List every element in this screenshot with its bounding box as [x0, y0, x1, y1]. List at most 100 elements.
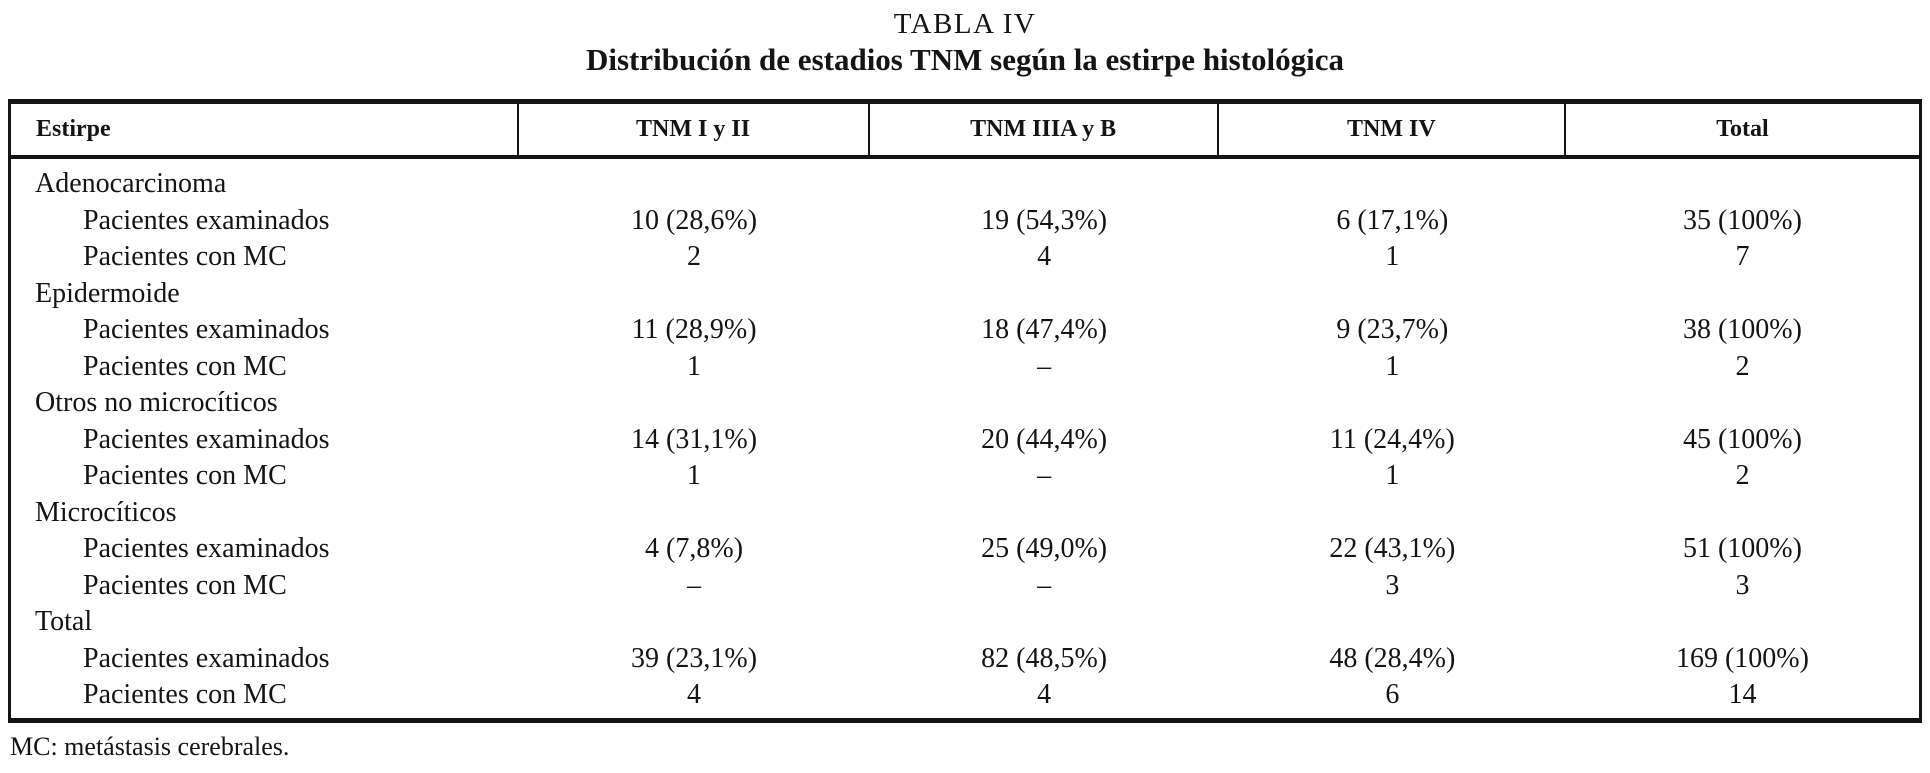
- table-header-row: Estirpe TNM I y II TNM IIIA y B TNM IV T…: [11, 104, 1919, 159]
- value-cell: 82 (48,5%): [981, 642, 1108, 674]
- table-body: Adenocarcinoma Pacientes examinados 10 (28…: [11, 159, 1919, 718]
- group-label: Adenocarcinoma: [35, 168, 227, 200]
- value-cell: –: [687, 569, 702, 601]
- value-cell: 6: [1385, 679, 1400, 711]
- value-cell: 1: [687, 350, 702, 382]
- table-heading: TABLA IV Distribución de estadios TNM se…: [0, 0, 1930, 77]
- value-cell: 19 (54,3%): [981, 204, 1108, 236]
- empty-cell: [870, 495, 1219, 532]
- row-label: Pacientes con MC: [83, 241, 287, 273]
- empty-cell: [1566, 166, 1919, 203]
- table-number-title: TABLA IV: [893, 8, 1037, 40]
- value-cell: 11 (24,4%): [1329, 423, 1455, 455]
- group-label: Epidermoide: [35, 277, 180, 309]
- empty-cell: [1219, 276, 1566, 313]
- value-cell: 20 (44,4%): [981, 423, 1108, 455]
- empty-cell: [1219, 495, 1566, 532]
- value-cell: 4: [1037, 679, 1052, 711]
- value-cell: –: [1037, 460, 1052, 492]
- table-subtitle: Distribución de estadios TNM según la es…: [585, 42, 1345, 77]
- group-row: Otros no microcíticos: [11, 385, 1919, 422]
- table-row: Pacientes examinados 39 (23,1%) 82 (48,5%)…: [11, 641, 1919, 678]
- value-cell: 35 (100%): [1682, 204, 1802, 236]
- value-cell: 2: [1735, 460, 1750, 492]
- value-cell: 4 (7,8%): [645, 533, 744, 565]
- empty-cell: [870, 604, 1219, 641]
- column-header-tnm-iv: TNM IV: [1219, 104, 1566, 155]
- group-row: Adenocarcinoma: [11, 166, 1919, 203]
- row-label: Pacientes con MC: [83, 569, 287, 601]
- value-cell: 1: [1385, 350, 1400, 382]
- value-cell: 11 (28,9%): [631, 314, 757, 346]
- table-row: Pacientes con MC 1 – 1 2: [11, 349, 1919, 386]
- table-row: Pacientes con MC – – 3 3: [11, 568, 1919, 605]
- row-label: Pacientes examinados: [83, 423, 330, 455]
- empty-cell: [1566, 604, 1919, 641]
- value-cell: 9 (23,7%): [1336, 314, 1449, 346]
- empty-cell: [519, 166, 870, 203]
- value-cell: 14: [1728, 679, 1757, 711]
- value-cell: 45 (100%): [1682, 423, 1802, 455]
- value-cell: –: [1037, 569, 1052, 601]
- value-cell: 51 (100%): [1682, 533, 1802, 565]
- table-row: Pacientes con MC 1 – 1 2: [11, 458, 1919, 495]
- value-cell: 1: [687, 460, 702, 492]
- value-cell: 4: [687, 679, 702, 711]
- table-row: Pacientes examinados 4 (7,8%) 25 (49,0%) 22…: [11, 531, 1919, 568]
- column-header-estirpe: Estirpe: [11, 104, 519, 155]
- value-cell: 48 (28,4%): [1329, 642, 1456, 674]
- empty-cell: [1566, 495, 1919, 532]
- group-label: Microcíticos: [35, 496, 177, 528]
- value-cell: –: [1037, 350, 1052, 382]
- row-label: Pacientes con MC: [83, 350, 287, 382]
- empty-cell: [870, 385, 1219, 422]
- value-cell: 3: [1385, 569, 1400, 601]
- empty-cell: [519, 276, 870, 313]
- table-row: Pacientes examinados 11 (28,9%) 18 (47,4%)…: [11, 312, 1919, 349]
- row-label: Pacientes examinados: [83, 314, 330, 346]
- empty-cell: [870, 166, 1219, 203]
- value-cell: 1: [1385, 460, 1400, 492]
- value-cell: 14 (31,1%): [631, 423, 758, 455]
- value-cell: 4: [1037, 241, 1052, 273]
- empty-cell: [1566, 385, 1919, 422]
- value-cell: 1: [1385, 241, 1400, 273]
- value-cell: 10 (28,6%): [631, 204, 758, 236]
- table-row: Pacientes examinados 10 (28,6%) 19 (54,3%)…: [11, 203, 1919, 240]
- empty-cell: [1219, 166, 1566, 203]
- empty-cell: [519, 604, 870, 641]
- row-label: Pacientes con MC: [83, 460, 287, 492]
- column-header-total: Total: [1716, 116, 1769, 142]
- empty-cell: [1219, 604, 1566, 641]
- group-label: Total: [35, 606, 93, 638]
- tnm-distribution-table: Estirpe TNM I y II TNM IIIA y B TNM IV T…: [8, 99, 1922, 723]
- value-cell: 39 (23,1%): [631, 642, 758, 674]
- empty-cell: [1566, 276, 1919, 313]
- table-row: Pacientes con MC 4 4 6 14: [11, 677, 1919, 714]
- value-cell: 25 (49,0%): [981, 533, 1108, 565]
- row-label: Pacientes con MC: [83, 679, 287, 711]
- value-cell: 3: [1735, 569, 1750, 601]
- empty-cell: [519, 495, 870, 532]
- group-label: Otros no microcíticos: [35, 387, 278, 419]
- group-row: Total: [11, 604, 1919, 641]
- row-label: Pacientes examinados: [83, 533, 330, 565]
- value-cell: 7: [1735, 241, 1750, 273]
- empty-cell: [519, 385, 870, 422]
- value-cell: 2: [1735, 350, 1750, 382]
- column-header-tnm-i-ii: TNM I y II: [519, 104, 870, 155]
- row-label: Pacientes examinados: [83, 642, 330, 674]
- empty-cell: [870, 276, 1219, 313]
- value-cell: 2: [687, 241, 702, 273]
- column-header-tnm-iiia-b: TNM IIIA y B: [870, 104, 1219, 155]
- empty-cell: [1219, 385, 1566, 422]
- footnote: MC: metástasis cerebrales.: [10, 731, 290, 761]
- row-label: Pacientes examinados: [83, 204, 330, 236]
- value-cell: 22 (43,1%): [1329, 533, 1456, 565]
- group-row: Epidermoide: [11, 276, 1919, 313]
- value-cell: 18 (47,4%): [981, 314, 1108, 346]
- table-row: Pacientes examinados 14 (31,1%) 20 (44,4%)…: [11, 422, 1919, 459]
- value-cell: 169 (100%): [1675, 642, 1809, 674]
- value-cell: 6 (17,1%): [1336, 204, 1449, 236]
- table-row: Pacientes con MC 2 4 1 7: [11, 239, 1919, 276]
